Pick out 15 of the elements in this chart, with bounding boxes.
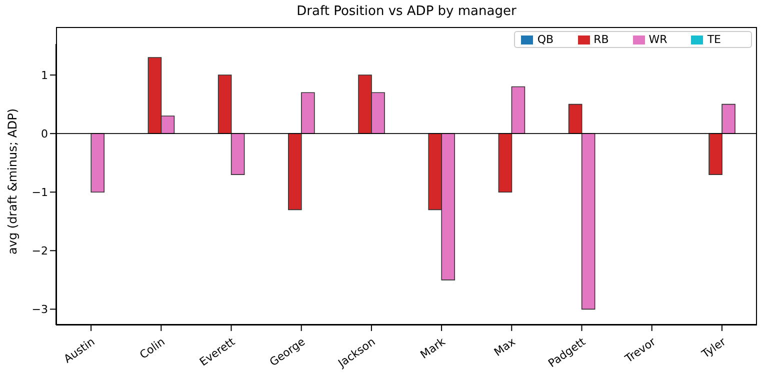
y-tick-label: −1 [32, 186, 48, 200]
y-tick-label: −2 [32, 244, 48, 258]
legend-label: TE [707, 33, 721, 46]
legend-label: RB [594, 33, 609, 46]
legend-label: WR [648, 33, 668, 46]
bar [90, 133, 105, 193]
y-tick-label: −3 [32, 303, 48, 316]
x-tick-label: Tyler [698, 334, 729, 362]
x-tick-label: Max [492, 334, 518, 359]
y-axis-title: avg (draft &minus; ADP) [5, 108, 20, 254]
y-tick-label: 0 [41, 127, 48, 140]
x-tick-label: Colin [137, 335, 168, 362]
legend-label: QB [537, 33, 554, 46]
y-tick-label: 1 [41, 68, 48, 82]
chart-title: Draft Position vs ADP by manager [296, 4, 518, 19]
